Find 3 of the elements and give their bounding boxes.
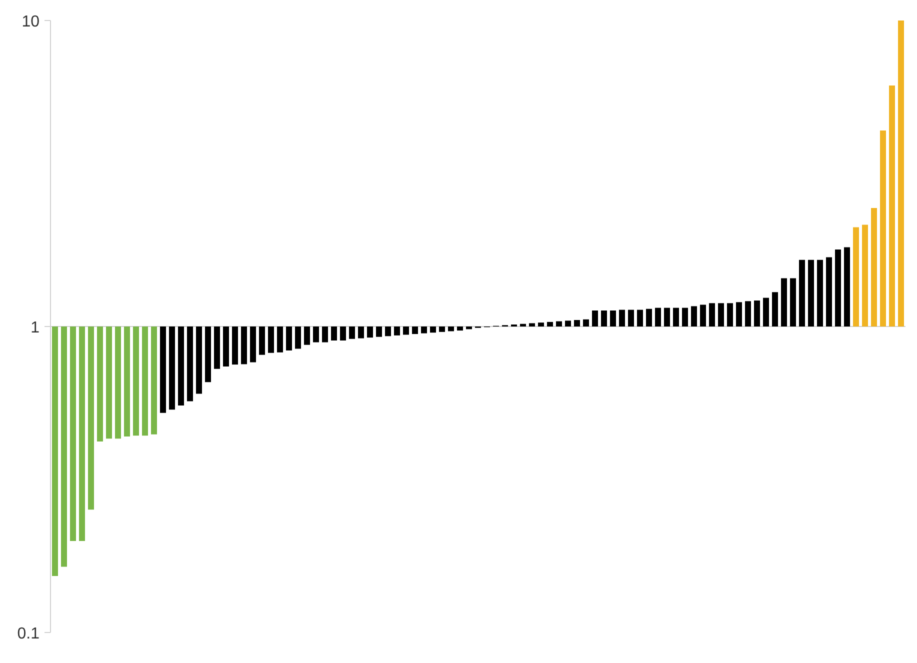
y-tick-label: 0.1 [17,626,40,642]
y-tick-label: 10 [22,14,40,30]
y-tick-label: 1 [30,320,40,336]
